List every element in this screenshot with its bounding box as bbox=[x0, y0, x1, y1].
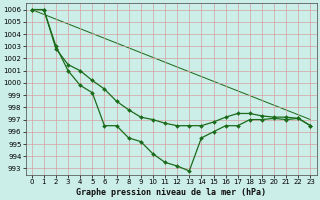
X-axis label: Graphe pression niveau de la mer (hPa): Graphe pression niveau de la mer (hPa) bbox=[76, 188, 266, 197]
